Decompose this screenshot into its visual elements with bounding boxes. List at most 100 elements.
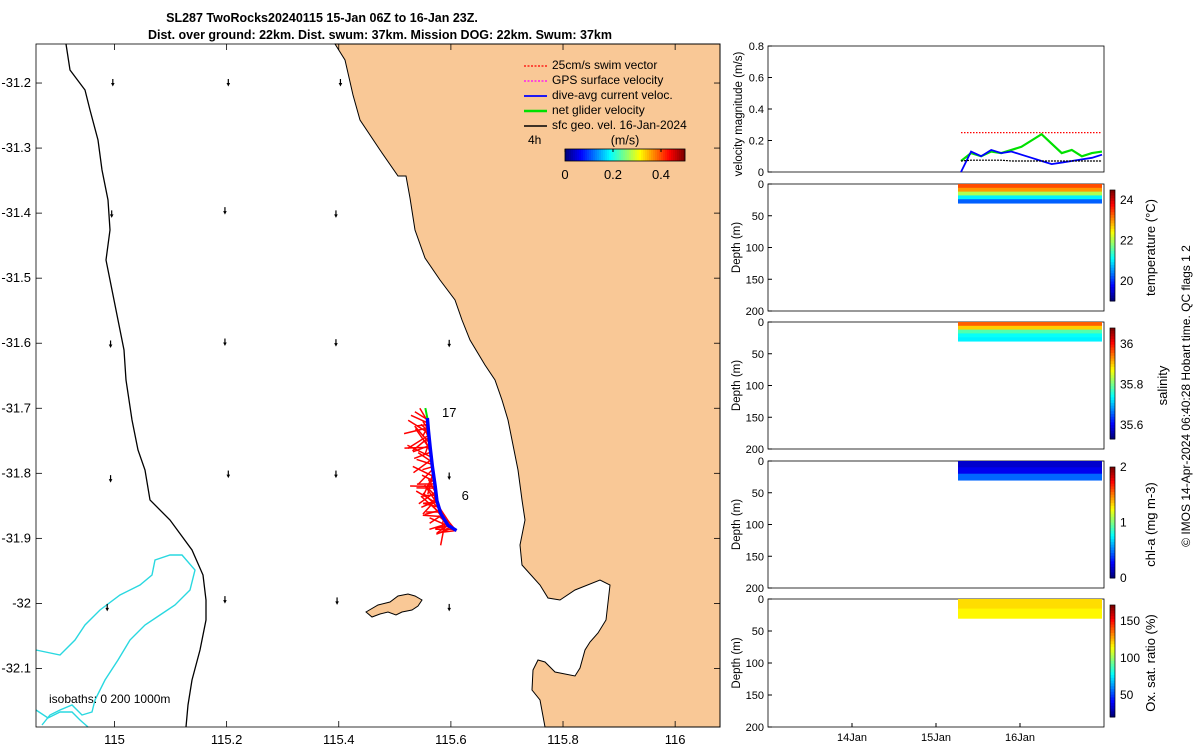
section-colorbar-cell (1110, 605, 1115, 609)
colorbar-cell (675, 149, 678, 161)
colorbar-cell (651, 149, 654, 161)
colorbar-cell (575, 149, 578, 161)
section-colorbar-cell (1110, 683, 1115, 687)
geo-vectors (105, 78, 452, 612)
colorbar-cell (669, 149, 672, 161)
geo-vector-head (105, 607, 110, 612)
section-colorbar-cell (1110, 192, 1115, 197)
colorbar-cell (663, 149, 666, 161)
colorbar-cell (589, 149, 592, 161)
section-frame (767, 183, 1105, 312)
section-layer (958, 337, 1102, 342)
geo-vector-head (223, 211, 227, 215)
colorbar-cell (599, 149, 602, 161)
colorbar-cell (641, 149, 644, 161)
section-colorbar-cell (1110, 516, 1115, 521)
geo-vector-head (109, 214, 114, 218)
y-tick-label: 150 (746, 274, 764, 286)
y-tick-label: -31.6 (1, 335, 31, 350)
colorbar-cell (619, 149, 622, 161)
section-colorbar-cell (1110, 372, 1115, 376)
geo-vector-head (108, 479, 113, 483)
section-colorbar-cell (1110, 511, 1115, 515)
colorbar-cell (595, 149, 598, 161)
swim-vector (418, 468, 434, 485)
y-tick-label: 0 (758, 167, 764, 179)
colorbar-cell (639, 149, 642, 161)
section-colorbar-cell (1110, 217, 1115, 222)
x-tick-label: 115.6 (435, 732, 467, 747)
y-tick-label: 150 (746, 412, 764, 424)
section-colorbar-cell (1110, 237, 1115, 241)
section-colorbar-cell (1110, 226, 1115, 230)
section-colorbar-tick-label: 20 (1120, 274, 1134, 288)
section-colorbar-cell (1110, 284, 1115, 288)
section-colorbar-cell (1110, 627, 1115, 631)
section-colorbar-cell (1110, 508, 1115, 512)
section-colorbar-tick-label: 100 (1120, 651, 1140, 665)
swim-vector (413, 458, 432, 474)
section-colorbar-cell (1110, 705, 1115, 710)
section-colorbar-cell (1110, 666, 1115, 670)
section-colorbar-tick-label: 150 (1120, 614, 1140, 628)
section-colorbar-cell (1110, 419, 1115, 423)
x-tick-label: 115.8 (547, 732, 579, 747)
section-colorbar-cell (1110, 214, 1115, 219)
colorbar-cell (593, 149, 596, 161)
section-colorbar-cell (1110, 572, 1115, 576)
colorbar-cell (571, 149, 574, 161)
colorbar-cell (597, 149, 600, 161)
geo-vector-head (223, 342, 227, 347)
swim-vector (424, 509, 441, 516)
section-colorbar-cell (1110, 530, 1115, 535)
section-layer (958, 599, 1102, 610)
section-colorbar-cell (1110, 220, 1115, 224)
section-colorbar-label: salinity (1155, 365, 1170, 405)
section-colorbar-cell (1110, 661, 1115, 665)
y-tick-label: 200 (746, 306, 764, 318)
section-layer (958, 325, 1102, 331)
section-colorbar-cell (1110, 377, 1115, 382)
section-frame (767, 460, 1105, 589)
geo-vector-head (226, 82, 231, 87)
velocity-panel: 0 0.2 0.4 0.6 0.8 velocity magnitude (m/s) (733, 41, 1105, 179)
section-colorbar-cell (1110, 234, 1115, 238)
section-colorbar-cell (1110, 276, 1115, 280)
y-tick-label: 200 (746, 583, 764, 595)
title-line-2: Dist. over ground: 22km. Dist. swum: 37k… (148, 28, 612, 42)
section-colorbar-cell (1110, 203, 1115, 208)
section-colorbar-tick-label: 0 (1120, 571, 1127, 585)
colorbar-units-label: (m/s) (611, 133, 639, 147)
section-colorbar-cell (1110, 358, 1115, 362)
section-colorbar-cell (1110, 402, 1115, 407)
section-colorbar-frame (1109, 604, 1116, 718)
section-colorbar-cell (1110, 430, 1115, 434)
geo-vector-head (334, 214, 338, 218)
section-colorbar-cell (1110, 550, 1115, 554)
section-colorbar-cell (1110, 500, 1115, 504)
section-colorbar-cell (1110, 553, 1115, 557)
section-colorbar-cell (1110, 519, 1115, 523)
section-colorbar-cell (1110, 541, 1115, 546)
colorbar-cell (577, 149, 580, 161)
section-colorbar-cell (1110, 675, 1115, 679)
section-colorbar-cell (1110, 422, 1115, 426)
legend-label: GPS surface velocity (552, 73, 663, 87)
colorbar-cell (633, 149, 636, 161)
title-line-1: SL287 TwoRocks20240115 15-Jan 06Z to 16-… (166, 11, 478, 25)
track-label: 6 (462, 488, 469, 503)
section-colorbar-cell (1110, 223, 1115, 227)
colorbar-cell (649, 149, 652, 161)
section-colorbar-cell (1110, 259, 1115, 263)
colorbar-cell (659, 149, 662, 161)
section-layer (958, 187, 1102, 193)
colorbar-cell (587, 149, 590, 161)
swim-vector (437, 524, 449, 533)
section-colorbar-tick-label: 50 (1120, 688, 1134, 702)
velocity-panel-frame (767, 45, 1105, 173)
section-colorbar-cell (1110, 697, 1115, 701)
y-tick-label: 0.4 (749, 104, 764, 116)
legend-label: 25cm/s swim vector (552, 58, 657, 72)
y-tick-label: 0.6 (749, 73, 764, 85)
depth-section-panel: 0 50 100 150 200 Depth (m) 24 22 20 temperature (… (731, 179, 1158, 318)
